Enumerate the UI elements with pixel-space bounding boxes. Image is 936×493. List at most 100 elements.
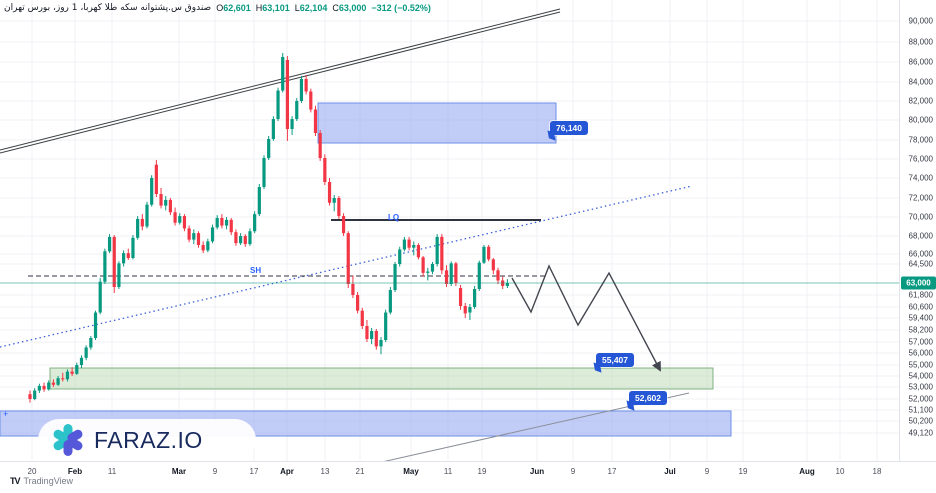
time-tick-label: 17 xyxy=(607,467,617,476)
sh-drawing-label[interactable]: SH xyxy=(250,266,262,275)
candle xyxy=(33,390,37,399)
candle xyxy=(407,239,411,248)
supply-zone[interactable] xyxy=(317,102,557,144)
faraz-logo-icon xyxy=(53,424,83,456)
price-tick-label: 54,000 xyxy=(908,371,933,381)
candle xyxy=(47,382,51,390)
candle xyxy=(262,158,266,187)
candle xyxy=(444,270,449,284)
candle xyxy=(468,307,472,313)
price-axis[interactable]: 63,000 90,000 88,000 86,000 84,000 82,000 80,… xyxy=(899,0,936,461)
candle xyxy=(267,139,271,159)
candle xyxy=(276,90,280,120)
time-tick-label: 10 xyxy=(835,467,845,476)
price-tick-label: 68,000 xyxy=(908,231,933,241)
price-tick-label: 80,000 xyxy=(908,115,933,125)
price-callout-55407[interactable]: 55,407 xyxy=(596,353,634,367)
change-value: −312 (−0.52%) xyxy=(371,3,431,13)
time-tick-label: 9 xyxy=(704,467,710,476)
time-axis[interactable]: 20 Feb 11 Mar 9 17 Apr 13 21 May 11 19 Jun 9 17 Jul 9 19 A… xyxy=(0,461,936,493)
candle xyxy=(384,312,388,340)
candle xyxy=(145,204,149,227)
candle xyxy=(290,119,294,129)
candle xyxy=(117,263,121,287)
price-tick-label: 70,000 xyxy=(908,212,933,222)
candle xyxy=(487,246,491,260)
candle xyxy=(164,199,168,206)
candle xyxy=(28,394,32,399)
open-label: O xyxy=(216,3,224,13)
candle xyxy=(463,306,467,314)
candle xyxy=(295,101,299,120)
demand-zone-green[interactable] xyxy=(49,367,714,390)
candle xyxy=(332,198,336,203)
price-tick-label: 53,000 xyxy=(908,382,933,392)
candle xyxy=(496,270,500,281)
candle xyxy=(89,338,93,348)
candle xyxy=(70,371,74,374)
faraz-icon-arm xyxy=(53,429,69,443)
candle xyxy=(182,216,187,229)
candle xyxy=(337,198,341,217)
candle xyxy=(393,264,397,290)
candle xyxy=(360,310,364,326)
candle xyxy=(248,231,252,245)
price-callout-52602[interactable]: 52,602 xyxy=(629,391,667,405)
price-tick-label: 66,000 xyxy=(908,249,933,259)
faraz-icon-arm xyxy=(63,440,73,456)
candles-series xyxy=(28,53,509,403)
time-tick-label: 18 xyxy=(872,467,882,476)
candle xyxy=(37,385,41,391)
price-tick-label: 58,200 xyxy=(908,325,933,335)
candle xyxy=(220,217,224,226)
candle xyxy=(440,236,444,271)
candle xyxy=(435,236,439,264)
candle xyxy=(323,158,327,182)
time-tick-label: Jul xyxy=(664,467,676,476)
candle xyxy=(192,233,196,240)
high-label: H xyxy=(255,3,263,13)
tradingview-logo-icon: TV xyxy=(10,476,20,486)
price-tick-label: 52,000 xyxy=(908,394,933,404)
price-tick-label: 59,400 xyxy=(908,313,933,323)
candle xyxy=(154,164,158,194)
candle xyxy=(285,60,289,129)
candle xyxy=(309,91,313,110)
time-tick-label: 21 xyxy=(355,467,365,476)
candle xyxy=(173,212,177,223)
price-tick-label: 57,000 xyxy=(908,337,933,347)
last-price-label: 63,000 xyxy=(901,276,936,290)
candle xyxy=(505,283,509,286)
candle xyxy=(103,251,107,282)
price-tick-label: 64,500 xyxy=(908,259,933,269)
candle xyxy=(56,378,60,385)
price-tick-label: 82,000 xyxy=(908,96,933,106)
lq-drawing-label[interactable]: LQ xyxy=(388,213,400,222)
time-tick-label: May xyxy=(403,467,419,476)
candle xyxy=(281,57,285,91)
price-callout-76140[interactable]: 76,140 xyxy=(550,121,588,135)
projection-path-drawing[interactable] xyxy=(511,264,661,372)
candle xyxy=(491,259,495,271)
candle xyxy=(229,219,233,233)
price-tick-label: 50,200 xyxy=(908,416,933,426)
tradingview-attribution[interactable]: TV TradingView xyxy=(10,476,73,486)
candle xyxy=(253,214,257,232)
candle xyxy=(426,271,430,273)
tradingview-label: TradingView xyxy=(23,476,74,486)
candle xyxy=(412,245,416,248)
close-value: 63,000 xyxy=(338,3,367,13)
candle xyxy=(257,187,261,215)
candle xyxy=(131,237,135,258)
price-tick-label: 49,120 xyxy=(908,428,933,438)
candle xyxy=(107,236,112,252)
price-tick-label: 78,000 xyxy=(908,135,933,145)
candle xyxy=(196,233,201,245)
price-tick-label: 88,000 xyxy=(908,37,933,47)
time-tick-label: Aug xyxy=(799,467,815,476)
candle xyxy=(187,228,191,240)
candle xyxy=(168,199,172,213)
symbol-legend[interactable]: صندوق س.پشتوانه سکه طلا کهربا، 1 روز، بو… xyxy=(4,3,431,13)
high-value: 63,101 xyxy=(262,3,290,13)
symbol-title[interactable]: صندوق س.پشتوانه سکه طلا کهربا، 1 روز، بو… xyxy=(4,3,212,13)
